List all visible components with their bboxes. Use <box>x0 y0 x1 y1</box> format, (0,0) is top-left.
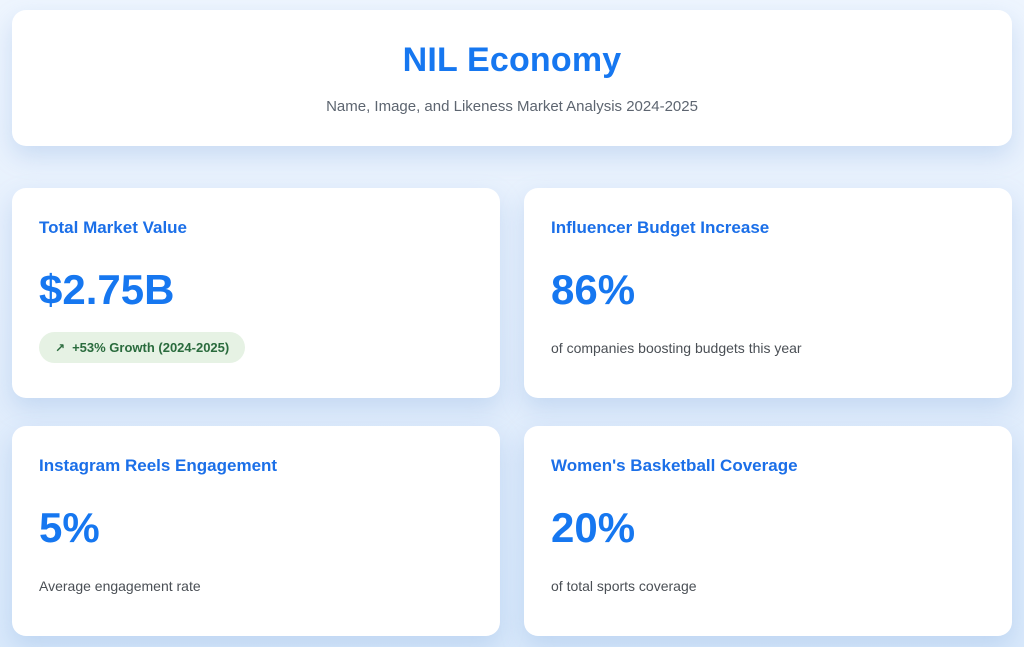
stat-title: Instagram Reels Engagement <box>39 456 278 475</box>
stat-description: of total sports coverage <box>551 578 697 595</box>
stat-value: 20% <box>551 504 636 551</box>
stat-title: Influencer Budget Increase <box>551 218 770 237</box>
stat-value: 5% <box>39 504 100 551</box>
stat-title: Women's Basketball Coverage <box>551 456 798 475</box>
stat-value: 86% <box>551 266 636 313</box>
stat-card-womens-basketball: Women's Basketball Coverage 20% of total… <box>524 426 1012 636</box>
stat-card-instagram-reels: Instagram Reels Engagement 5% Average en… <box>12 426 500 636</box>
trend-up-arrow-icon: ↗ <box>55 340 66 355</box>
stat-value: $2.75B <box>39 266 175 313</box>
stat-card-influencer-budget: Influencer Budget Increase 86% of compan… <box>524 188 1012 398</box>
page-subtitle: Name, Image, and Likeness Market Analysi… <box>326 98 698 115</box>
page-title: NIL Economy <box>402 41 622 79</box>
header-card: NIL Economy Name, Image, and Likeness Ma… <box>12 10 1012 146</box>
stat-description: Average engagement rate <box>39 578 201 595</box>
growth-badge: ↗ +53% Growth (2024-2025) <box>39 332 246 364</box>
stat-description: of companies boosting budgets this year <box>551 340 802 357</box>
growth-badge-label: +53% Growth (2024-2025) <box>72 340 230 356</box>
stat-grid: Total Market Value $2.75B ↗ +53% Growth … <box>12 188 1012 636</box>
stat-title: Total Market Value <box>39 218 188 237</box>
stat-card-total-market-value: Total Market Value $2.75B ↗ +53% Growth … <box>12 188 500 398</box>
